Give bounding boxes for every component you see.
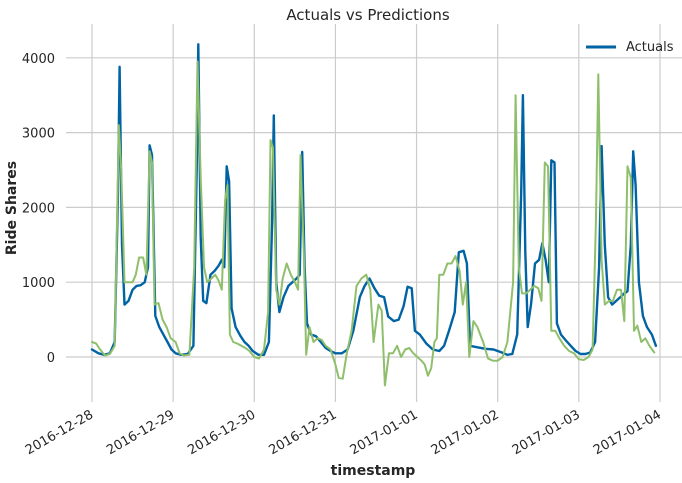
y-tick-label: 4000: [22, 52, 55, 67]
x-tick-label: 2016-12-29: [104, 407, 177, 458]
y-tick-label: 1000: [22, 276, 55, 291]
y-gridlines: [66, 57, 682, 358]
y-axis-title: Ride Shares: [4, 161, 20, 255]
chart-title: Actuals vs Predictions: [286, 6, 450, 24]
x-tick-label: 2017-01-04: [591, 407, 664, 458]
x-tick-label: 2017-01-02: [429, 407, 502, 458]
series-line-predictions: [91, 60, 656, 387]
series-layer: [90, 43, 658, 387]
x-axis-title: timestamp: [331, 463, 416, 479]
x-tick-label: 2017-01-03: [510, 407, 583, 458]
x-tick-label: 2016-12-30: [185, 407, 258, 458]
y-tick-label: 0: [47, 351, 55, 366]
legend-label-actuals: Actuals: [626, 40, 674, 55]
x-tick-label: 2017-01-01: [348, 407, 421, 458]
y-tick-labels: 0 1000 2000 3000 4000: [22, 52, 55, 366]
y-tick-label: 2000: [22, 201, 55, 216]
legend: Actuals: [586, 40, 674, 55]
x-tick-label: 2016-12-31: [266, 407, 339, 458]
x-tick-labels: 2016-12-28 2016-12-29 2016-12-30 2016-12-31…: [23, 407, 664, 458]
x-gridlines: [91, 24, 661, 402]
series-line-actuals: [90, 43, 658, 356]
x-tick-label: 2016-12-28: [23, 407, 96, 458]
y-tick-label: 3000: [22, 127, 55, 142]
